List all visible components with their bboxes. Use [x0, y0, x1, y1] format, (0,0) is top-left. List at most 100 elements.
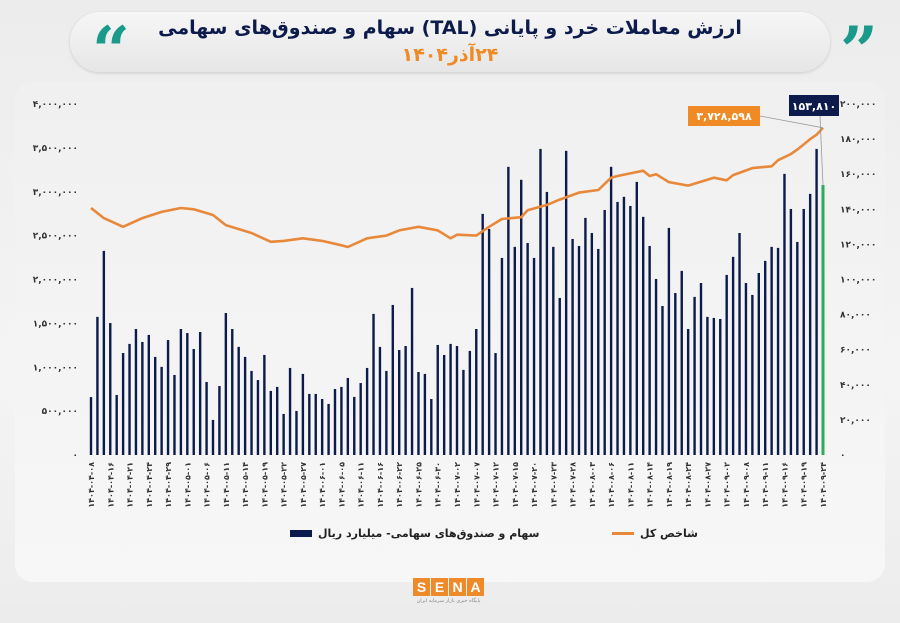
title-banner: “ ارزش معاملات خرد و پایانی (TAL) سهام و… [70, 12, 878, 84]
x-tick-label: ۱۴۰۴-۰۵-۲۷ [299, 462, 308, 508]
bar [128, 343, 131, 455]
bar [712, 317, 716, 455]
y-right-tick-label: ۶۰,۰۰۰ [840, 346, 871, 356]
y-left-tick-label: ۱,۵۰۰,۰۰۰ [33, 319, 78, 329]
bar [590, 232, 594, 455]
bar [603, 210, 606, 455]
x-tick-label: ۱۴۰۴-۰۸-۰۶ [607, 462, 616, 508]
y-right-tick-label: ۴۰,۰۰۰ [840, 381, 871, 391]
bar [609, 166, 613, 456]
x-tick-label: ۱۴۰۴-۰۶-۲۲ [395, 462, 404, 508]
chart-date: ۲۴آذر۱۴۰۴ [401, 44, 499, 66]
x-tick-label: ۱۴۰۴-۰۶-۰۱ [318, 462, 327, 508]
x-tick-label: ۱۴۰۴-۰۹-۰۲ [723, 462, 732, 508]
bar [738, 232, 741, 455]
bar [263, 354, 266, 455]
y-right-tick-label: ۰ [840, 451, 846, 461]
bar [526, 242, 529, 455]
bar [141, 341, 144, 455]
bar [308, 393, 311, 455]
callout-bar-value: ۱۵۳,۸۱۰ [792, 100, 836, 113]
bar [276, 386, 279, 455]
bar [231, 328, 234, 455]
y-right-tick-label: ۱۴۰,۰۰۰ [840, 205, 876, 215]
bar [751, 294, 754, 455]
bar [815, 148, 818, 456]
bar [314, 393, 317, 455]
bar [577, 245, 581, 455]
x-tick-label: ۱۴۰۴-۰۵-۱۴ [241, 462, 250, 508]
logo-letter: E [431, 578, 448, 596]
x-tick-label: ۱۴۰۴-۰۹-۱۹ [800, 462, 809, 508]
bar [179, 328, 183, 455]
bar [648, 245, 651, 455]
bar [520, 179, 523, 456]
x-tick-label: ۱۴۰۴-۰۶-۲۵ [414, 462, 423, 508]
bar [436, 344, 439, 455]
x-tick-label: ۱۴۰۴-۰۵-۱۹ [260, 462, 269, 508]
bar [731, 256, 735, 455]
x-tick-label: ۱۴۰۴-۰۴-۲۴ [145, 462, 154, 508]
y-right-tick-label: ۲۰,۰۰۰ [840, 416, 871, 426]
bar [378, 346, 382, 455]
bar [449, 343, 452, 455]
index-line [90, 126, 824, 249]
bar [198, 331, 202, 455]
bar [250, 370, 253, 455]
logo-letter: A [467, 578, 484, 596]
x-tick-label: ۱۴۰۴-۰۵-۰۱ [183, 462, 192, 508]
x-tick-label: ۱۴۰۴-۰۹-۱۱ [761, 462, 770, 508]
x-tick-label: ۱۴۰۴-۰۹-۰۸ [742, 462, 751, 508]
bar [545, 191, 549, 455]
callout-bar-box [789, 95, 839, 116]
bar [365, 367, 369, 455]
x-tick-label: ۱۴۰۴-۰۷-۰۲ [453, 462, 462, 508]
legend-bars-swatch [290, 530, 312, 537]
bar [134, 328, 138, 455]
x-tick-label: ۱۴۰۴-۰۸-۱۹ [665, 462, 674, 508]
bar [481, 213, 484, 455]
bar [552, 246, 555, 455]
y-left-tick-label: ۲,۰۰۰,۰۰۰ [33, 276, 78, 286]
bar [109, 323, 112, 455]
bar [372, 313, 375, 455]
bar [642, 216, 645, 455]
x-tick-label: ۱۴۰۴-۰۷-۲۰ [530, 462, 539, 508]
bar [385, 370, 388, 455]
x-tick-label: ۱۴۰۴-۰۶-۰۵ [337, 462, 346, 508]
bar [391, 304, 394, 455]
x-tick-label: ۱۴۰۴-۰۷-۱۲ [492, 462, 501, 508]
x-tick-label: ۱۴۰۴-۰۷-۲۸ [569, 462, 578, 508]
bar [494, 353, 497, 455]
bar [333, 389, 337, 455]
x-tick-label: ۱۴۰۴-۰۷-۲۳ [549, 462, 558, 508]
bar [398, 350, 401, 455]
y-left-tick-label: ۰ [73, 451, 79, 461]
bar [442, 354, 446, 455]
bar [674, 293, 677, 455]
bar [295, 410, 298, 455]
x-tick-label: ۱۴۰۴-۰۵-۰۶ [203, 462, 212, 508]
logo-letter: S [413, 578, 430, 596]
bar [154, 356, 157, 455]
bar [789, 208, 793, 455]
bar [423, 373, 427, 455]
bar [455, 346, 459, 455]
legend-line-label: شاخص کل [640, 527, 698, 540]
bar [667, 227, 671, 455]
bar [744, 283, 748, 455]
bar [725, 274, 728, 455]
bar [410, 287, 414, 455]
y-right-tick-label: ۱۸۰,۰۰۰ [840, 135, 876, 145]
bar [507, 166, 510, 456]
y-left-tick-label: ۴,۰۰۰,۰۰۰ [33, 100, 78, 110]
bar [622, 196, 626, 456]
bar [192, 348, 195, 455]
bar [218, 386, 221, 455]
x-tick-label: ۱۴۰۴-۰۸-۰۳ [588, 462, 597, 508]
x-tick-label: ۱۴۰۴-۰۴-۲۹ [164, 462, 173, 508]
x-tick-label: ۱۴۰۴-۰۶-۳۰ [434, 462, 443, 508]
bar [102, 250, 106, 455]
y-right-tick-label: ۱۶۰,۰۰۰ [840, 170, 876, 180]
sena-logo: S E N A پایگاه خبری بازار سرمایه ایران [413, 578, 484, 604]
